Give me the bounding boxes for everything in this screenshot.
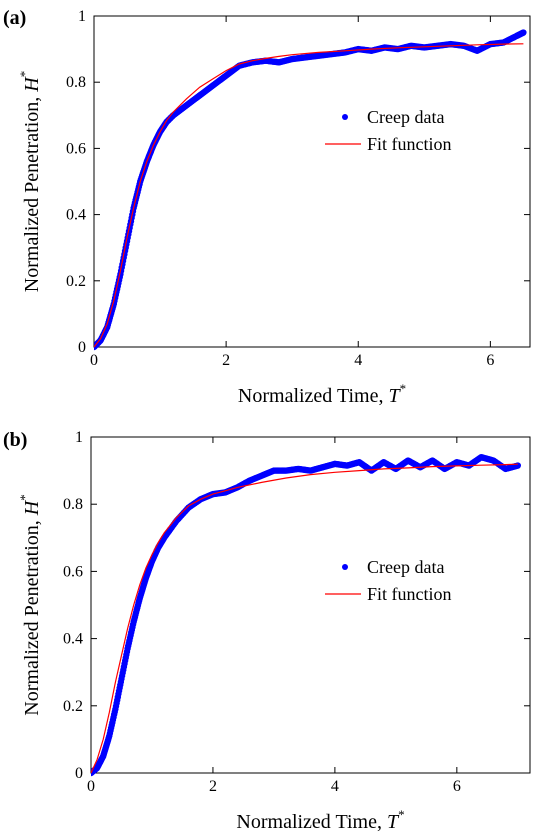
y-tick-label: 0.4	[63, 631, 83, 648]
y-axis-label-symbol: H	[21, 499, 43, 516]
legend-label: Creep data	[367, 107, 444, 127]
creep-data-point	[520, 29, 527, 36]
plot-frame	[93, 15, 531, 348]
legend: Creep data Fit function	[325, 557, 452, 604]
panel-label: (b)	[3, 429, 27, 451]
data-layer	[91, 453, 522, 777]
y-tick-label: 0.2	[63, 698, 83, 715]
legend: Creep data Fit function	[325, 107, 452, 154]
x-tick-label: 6	[486, 352, 494, 369]
x-tick-label: 2	[222, 352, 230, 369]
x-tick-label: 0	[90, 352, 98, 369]
y-tick-label: 1	[78, 8, 86, 25]
x-axis-label: Normalized Time, T*	[236, 807, 404, 833]
legend-marker-creep-data	[342, 114, 348, 120]
x-axis-label-symbol: T	[387, 811, 400, 833]
y-axis-label-text: Normalized Penetration,	[21, 515, 43, 716]
x-axis-label-sup: *	[398, 807, 405, 822]
x-axis-label-symbol: T	[388, 385, 401, 407]
creep-data-point	[514, 462, 522, 469]
data-layer	[94, 29, 527, 351]
y-tick-label: 0.6	[66, 140, 86, 157]
x-axis-label-text: Normalized Time,	[238, 385, 389, 407]
x-tick-label: 6	[453, 778, 461, 795]
y-tick-label: 0.2	[66, 273, 86, 290]
legend-label: Creep data	[367, 557, 444, 577]
y-tick-label: 1	[75, 429, 83, 446]
legend-marker-creep-data	[342, 564, 348, 570]
y-axis-label-text: Normalized Penetration,	[21, 92, 43, 293]
x-axis-label: Normalized Time, T*	[238, 381, 406, 407]
panel-label: (a)	[3, 7, 26, 29]
y-tick-label: 0	[78, 339, 86, 356]
y-axis-label-symbol: H	[21, 76, 43, 93]
y-axis-label-sup: *	[17, 494, 32, 501]
x-axis-label-text: Normalized Time,	[236, 811, 387, 833]
plot-frame	[90, 436, 531, 774]
y-tick-label: 0.8	[66, 74, 86, 91]
y-axis-label: Normalized Penetration, H*	[17, 494, 43, 715]
x-axis-label-sup: *	[400, 381, 407, 396]
x-tick-label: 2	[209, 778, 217, 795]
y-tick-label: 0.4	[66, 207, 86, 224]
y-axis-label: Normalized Penetration, H*	[17, 71, 43, 292]
x-tick-label: 0	[87, 778, 95, 795]
fit-function-line	[91, 463, 518, 774]
y-tick-label: 0.8	[63, 496, 83, 513]
legend-label: Fit function	[367, 584, 452, 604]
legend-label: Fit function	[367, 134, 452, 154]
x-tick-label: 4	[331, 778, 339, 795]
y-axis-label-sup: *	[17, 71, 32, 78]
y-tick-label: 0.6	[63, 563, 83, 580]
y-tick-label: 0	[75, 765, 83, 782]
fit-function-line	[94, 43, 524, 348]
x-tick-label: 4	[354, 352, 362, 369]
